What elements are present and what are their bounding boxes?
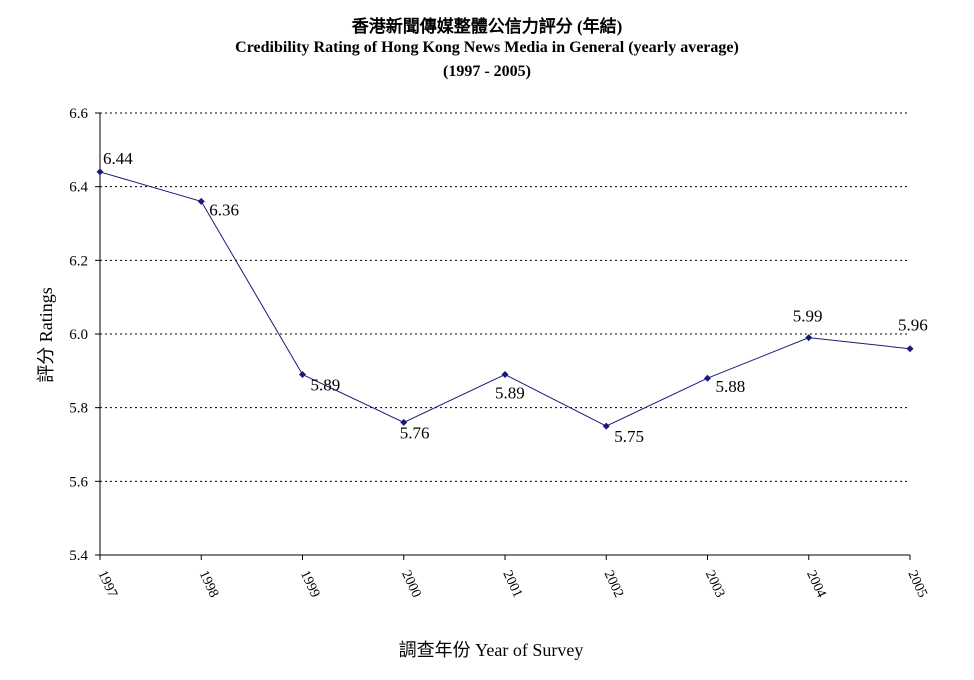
y-axis-title: 評分 Ratings bbox=[36, 287, 56, 383]
y-tick-label: 5.6 bbox=[69, 474, 88, 490]
x-tick-label: 2000 bbox=[398, 568, 423, 600]
chart-title: 香港新聞傳媒整體公信力評分 (年結) bbox=[351, 17, 623, 36]
y-tick-label: 5.8 bbox=[69, 401, 88, 417]
data-point bbox=[96, 168, 104, 176]
data-point bbox=[704, 374, 711, 382]
y-tick-label: 6.6 bbox=[69, 106, 88, 122]
data-label: 6.44 bbox=[103, 149, 133, 168]
x-tick-label: 1998 bbox=[196, 568, 221, 600]
x-tick-label: 2001 bbox=[499, 568, 524, 600]
data-label: 5.76 bbox=[400, 423, 430, 442]
data-label: 5.89 bbox=[495, 384, 525, 403]
x-tick-label: 2003 bbox=[702, 568, 727, 600]
x-tick-label: 2002 bbox=[601, 568, 626, 600]
x-tick-label: 1999 bbox=[297, 568, 322, 600]
chart-year-range: (1997 - 2005) bbox=[443, 63, 531, 80]
chart-subtitle: Credibility Rating of Hong Kong News Med… bbox=[235, 39, 739, 56]
x-axis-title: 調查年份 Year of Survey bbox=[399, 640, 584, 660]
data-point bbox=[906, 345, 914, 353]
data-point bbox=[805, 334, 813, 342]
data-point bbox=[602, 422, 610, 430]
data-label: 6.36 bbox=[209, 200, 239, 219]
y-tick-label: 6.2 bbox=[69, 253, 88, 269]
x-tick-label: 2004 bbox=[803, 568, 828, 600]
data-label: 5.75 bbox=[614, 427, 644, 446]
y-tick-label: 5.4 bbox=[69, 548, 88, 564]
data-point bbox=[501, 371, 509, 379]
x-tick-label: 1997 bbox=[94, 568, 119, 600]
data-label: 5.89 bbox=[311, 376, 341, 395]
data-label: 5.99 bbox=[793, 307, 823, 326]
y-tick-label: 6.0 bbox=[69, 327, 88, 343]
data-point bbox=[299, 371, 306, 379]
x-tick-label: 2005 bbox=[904, 568, 929, 600]
y-tick-label: 6.4 bbox=[69, 180, 88, 196]
data-point bbox=[197, 197, 205, 205]
data-label: 5.96 bbox=[898, 316, 928, 335]
data-point bbox=[400, 418, 408, 426]
data-label: 5.88 bbox=[716, 377, 746, 396]
